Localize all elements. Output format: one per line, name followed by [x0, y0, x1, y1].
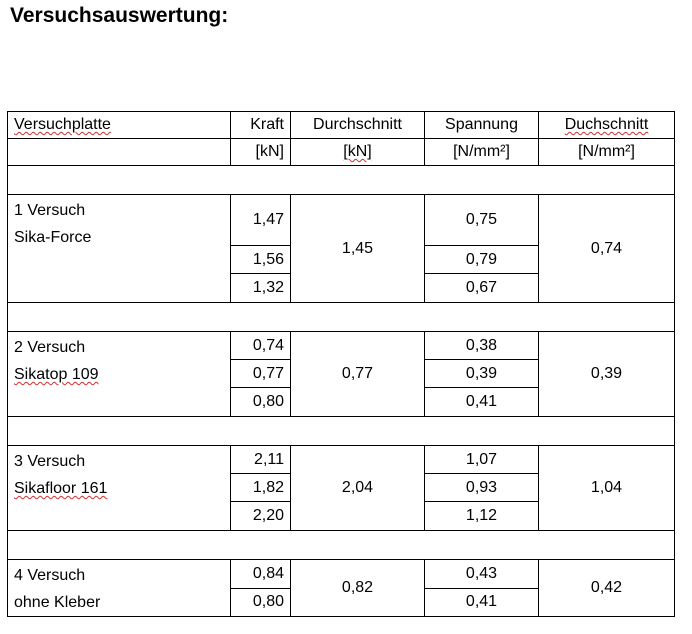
- header-row: Versuchplatte Kraft Durchschnitt Spannun…: [7, 111, 675, 139]
- spannung-value: 1,12: [424, 501, 539, 531]
- table-row: 0,80 0,41: [8, 587, 675, 617]
- kraft-value: 2,20: [230, 501, 291, 531]
- spannung-average: 1,04: [538, 445, 675, 531]
- spannung-value: 1,07: [424, 445, 539, 474]
- group-label-line1: 4 Versuch: [14, 567, 86, 584]
- header-kraft: Kraft: [230, 111, 291, 139]
- spannung-average: 0,74: [538, 194, 675, 303]
- header-durchschnitt: Durchschnitt: [290, 111, 425, 139]
- kraft-average: 0,77: [290, 331, 425, 417]
- header-versuchplatte: Versuchplatte: [14, 116, 111, 133]
- spannung-value: 0,75: [424, 194, 539, 246]
- spacer-row: [7, 416, 675, 446]
- spannung-value: 0,79: [424, 245, 539, 274]
- table-row: 1,82 0,93: [8, 473, 675, 502]
- group-label-line2: Sikatop 109: [14, 366, 99, 383]
- unit-durchschnitt: [kN]: [343, 143, 372, 160]
- group-label-line2: Sika-Force: [14, 229, 92, 246]
- spannung-average: 0,42: [538, 559, 675, 617]
- table-row: 3 Versuch Sikafloor 161 2,11 2,04 1,07 1…: [7, 445, 675, 531]
- group-label: 1 Versuch Sika-Force: [7, 194, 231, 303]
- spannung-value: 0,67: [424, 273, 539, 303]
- results-table: Versuchplatte Kraft Durchschnitt Spannun…: [7, 111, 675, 617]
- spacer-row: [7, 302, 675, 332]
- kraft-value: 2,11: [230, 445, 291, 474]
- spacer-row: [7, 165, 675, 195]
- group-label: 2 Versuch Sikatop 109: [7, 331, 231, 417]
- header-spannung: Spannung: [424, 111, 539, 139]
- unit-kraft: [kN]: [230, 138, 291, 166]
- kraft-average: 1,45: [290, 194, 425, 303]
- group-label-line2: ohne Kleber: [14, 594, 101, 611]
- group-label-line1: 2 Versuch: [14, 339, 86, 356]
- kraft-value: 0,80: [230, 587, 291, 617]
- kraft-value: 0,84: [230, 559, 291, 589]
- table-row: 2,20 1,12: [8, 501, 675, 531]
- group-label-line1: 3 Versuch: [14, 453, 86, 470]
- kraft-value: 0,77: [230, 359, 291, 388]
- document-title: Versuchsauswertung:: [10, 4, 229, 27]
- table-row: 1 Versuch Sika-Force 1,47 1,45 0,75 0,74: [7, 194, 675, 303]
- table-row: 1,56 0,79: [8, 245, 675, 274]
- kraft-average: 2,04: [290, 445, 425, 531]
- table-row: 1,32 0,67: [8, 273, 675, 303]
- kraft-average: 0,82: [290, 559, 425, 617]
- spannung-average: 0,39: [538, 331, 675, 417]
- group-label-line1: 1 Versuch: [14, 202, 86, 219]
- spannung-value: 0,41: [424, 587, 539, 617]
- kraft-value: 0,80: [230, 387, 291, 417]
- units-row: [kN] [kN] [N/mm²] [N/mm²]: [7, 138, 675, 166]
- spannung-value: 0,39: [424, 359, 539, 388]
- unit-duchschnitt: [N/mm²]: [538, 138, 675, 166]
- spannung-value: 0,41: [424, 387, 539, 417]
- unit-spannung: [N/mm²]: [424, 138, 539, 166]
- spacer-row: [7, 530, 675, 560]
- table-row: 0,80 0,41: [8, 387, 675, 417]
- group-label: 4 Versuch ohne Kleber: [7, 559, 231, 617]
- spannung-value: 0,38: [424, 331, 539, 360]
- kraft-value: 1,82: [230, 473, 291, 502]
- table-row: 0,77 0,39: [8, 359, 675, 388]
- group-label-line2: Sikafloor 161: [14, 480, 108, 497]
- spannung-value: 0,43: [424, 559, 539, 589]
- kraft-value: 1,56: [230, 245, 291, 274]
- group-label: 3 Versuch Sikafloor 161: [7, 445, 231, 531]
- kraft-value: 0,74: [230, 331, 291, 360]
- table-row: 4 Versuch ohne Kleber 0,84 0,82 0,43 0,4…: [7, 559, 675, 617]
- table-row: 2 Versuch Sikatop 109 0,74 0,77 0,38 0,3…: [7, 331, 675, 417]
- kraft-value: 1,47: [230, 194, 291, 246]
- spannung-value: 0,93: [424, 473, 539, 502]
- header-duchschnitt: Duchschnitt: [564, 116, 649, 133]
- kraft-value: 1,32: [230, 273, 291, 303]
